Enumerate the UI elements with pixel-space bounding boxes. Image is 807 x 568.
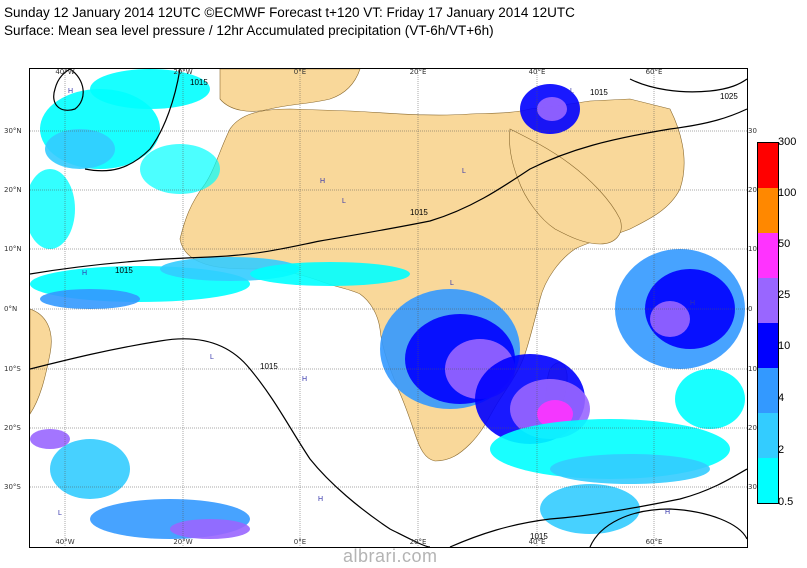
isobar-line: [449, 468, 747, 547]
precipitation-area: [50, 439, 130, 499]
isobar-label: 1015: [410, 208, 428, 217]
legend-level-label: 50: [778, 238, 791, 250]
latitude-label: 10: [748, 365, 757, 373]
precipitation-legend: [757, 142, 779, 504]
legend-level-label: 2: [778, 444, 785, 456]
low-pressure-marker: L: [462, 168, 466, 175]
latitude-label: 10°S: [4, 365, 21, 373]
latitude-label: 30°S: [4, 483, 21, 491]
longitude-label: 40°E: [528, 68, 546, 76]
latitude-label: 0°N: [4, 305, 18, 313]
longitude-label: 0°E: [293, 68, 307, 76]
weather-map: 1015 1015 1015 1015 1015 1015 1025 H H H…: [29, 68, 748, 548]
longitude-label: 20°E: [409, 538, 427, 546]
longitude-label: 0°E: [293, 538, 307, 546]
isobar-line: [589, 508, 747, 547]
chart-title: Sunday 12 January 2014 12UTC ©ECMWF Fore…: [4, 5, 575, 20]
high-pressure-marker: H: [318, 496, 323, 503]
legend-color-swatch: [758, 458, 778, 503]
precipitation-area: [30, 429, 70, 449]
low-pressure-marker: L: [342, 198, 346, 205]
high-pressure-marker: H: [665, 509, 670, 516]
longitude-label: 40°E: [528, 538, 546, 546]
longitude-label: 60°E: [645, 538, 663, 546]
legend-color-swatch: [758, 278, 778, 323]
low-pressure-marker: L: [450, 280, 454, 287]
latitude-label: 20°N: [4, 186, 22, 194]
latitude-label: 10: [748, 245, 757, 253]
legend-color-swatch: [758, 323, 778, 368]
lat-lon-grid: [30, 69, 747, 547]
precipitation-area: [250, 262, 410, 286]
low-pressure-marker: L: [210, 354, 214, 361]
south-america-landmass: [30, 308, 52, 415]
high-pressure-marker: H: [690, 300, 695, 307]
isobar-labels: 1015 1015 1015 1015 1015 1015 1025: [115, 78, 738, 541]
precipitation-area: [550, 454, 710, 484]
isobar-line: [629, 78, 747, 93]
watermark: albrari.com: [343, 546, 438, 566]
precipitation-area: [40, 289, 140, 309]
longitude-label: 20°W: [173, 68, 193, 76]
chart-subtitle: Surface: Mean sea level pressure / 12hr …: [4, 23, 494, 38]
low-pressure-marker: L: [58, 510, 62, 517]
longitude-label: 40°W: [55, 68, 75, 76]
isobar-label: 1015: [190, 78, 208, 87]
precipitation-field: [30, 69, 745, 539]
isobar-label: 1015: [260, 362, 278, 371]
legend-level-label: 10: [778, 340, 791, 352]
precipitation-area: [537, 400, 573, 428]
longitude-label: 20°E: [409, 68, 427, 76]
precipitation-area: [537, 97, 567, 121]
legend-color-swatch: [758, 368, 778, 413]
latitude-label: 30: [748, 127, 757, 135]
precipitation-area: [30, 169, 75, 249]
isobar-label: 1015: [530, 532, 548, 541]
latitude-label: 0: [748, 305, 753, 313]
isobar-label: 1015: [115, 266, 133, 275]
legend-level-label: 300: [778, 136, 797, 148]
isobar-line: [30, 108, 747, 275]
legend-color-swatch: [758, 188, 778, 233]
legend-level-label: 0.5: [778, 496, 794, 508]
precipitation-area: [90, 69, 210, 109]
high-pressure-marker: H: [68, 88, 73, 95]
precipitation-area: [675, 369, 745, 429]
europe-landmass: [219, 69, 361, 112]
legend-level-label: 100: [778, 187, 797, 199]
legend-color-swatch: [758, 233, 778, 278]
precipitation-area: [170, 519, 250, 539]
latitude-label: 20°S: [4, 424, 21, 432]
land-masses: [30, 69, 685, 462]
isobar-label: 1025: [720, 92, 738, 101]
precipitation-area: [45, 129, 115, 169]
low-pressure-marker: L: [570, 88, 574, 95]
high-pressure-marker: H: [302, 376, 307, 383]
high-pressure-marker: H: [82, 270, 87, 277]
precipitation-area: [140, 144, 220, 194]
isobar-label: 1015: [590, 88, 608, 97]
latitude-label: 20: [748, 186, 757, 194]
isobars: [30, 69, 747, 547]
legend-level-label: 25: [778, 289, 791, 301]
longitude-label: 60°E: [645, 68, 663, 76]
legend-color-swatch: [758, 413, 778, 458]
isobar-line: [53, 69, 84, 111]
precipitation-area: [650, 301, 690, 337]
pressure-markers: H H H H H H H L L L L L L: [58, 88, 695, 517]
longitude-label: 40°W: [55, 538, 75, 546]
latitude-label: 30: [748, 483, 757, 491]
latitude-label: 20: [748, 424, 757, 432]
legend-level-label: 4: [778, 392, 785, 404]
high-pressure-marker: H: [320, 178, 325, 185]
legend-color-swatch: [758, 143, 778, 188]
latitude-label: 30°N: [4, 127, 22, 135]
longitude-label: 20°W: [173, 538, 193, 546]
isobar-line: [30, 338, 431, 547]
arabia-landmass: [509, 128, 622, 245]
isobar-line: [84, 69, 181, 172]
latitude-label: 10°N: [4, 245, 22, 253]
